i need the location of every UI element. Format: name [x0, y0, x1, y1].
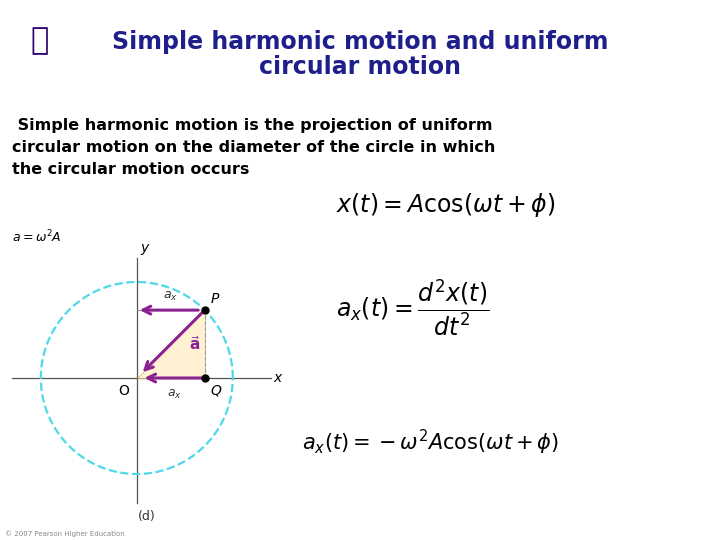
Text: 🦎: 🦎: [30, 26, 49, 55]
Text: y: y: [140, 241, 149, 255]
Text: $\vec{\mathbf{a}}$: $\vec{\mathbf{a}}$: [189, 335, 200, 353]
Polygon shape: [137, 310, 204, 378]
Text: x: x: [273, 371, 282, 385]
Text: Simple harmonic motion is the projection of uniform: Simple harmonic motion is the projection…: [12, 118, 492, 133]
Text: $a_x(t) = \dfrac{d^2x(t)}{dt^2}$: $a_x(t) = \dfrac{d^2x(t)}{dt^2}$: [336, 278, 489, 338]
Text: circular motion on the diameter of the circle in which: circular motion on the diameter of the c…: [12, 140, 495, 155]
Text: P: P: [210, 292, 219, 306]
Text: $x(t) = A\cos(\omega t + \phi)$: $x(t) = A\cos(\omega t + \phi)$: [336, 191, 555, 219]
Text: circular motion: circular motion: [259, 55, 461, 79]
Text: Q: Q: [210, 384, 221, 398]
Text: © 2007 Pearson Higher Education: © 2007 Pearson Higher Education: [5, 530, 125, 537]
Text: $a_x(t) = -\omega^2 A\cos(\omega t + \phi)$: $a_x(t) = -\omega^2 A\cos(\omega t + \ph…: [302, 428, 559, 457]
Text: $a_x$: $a_x$: [163, 291, 178, 303]
Text: O: O: [118, 384, 129, 398]
Text: $a_x$: $a_x$: [167, 388, 181, 401]
Text: Simple harmonic motion and uniform: Simple harmonic motion and uniform: [112, 30, 608, 54]
Text: $a = \omega^2 A$: $a = \omega^2 A$: [12, 229, 62, 246]
Text: (d): (d): [138, 510, 156, 523]
Text: the circular motion occurs: the circular motion occurs: [12, 162, 249, 177]
